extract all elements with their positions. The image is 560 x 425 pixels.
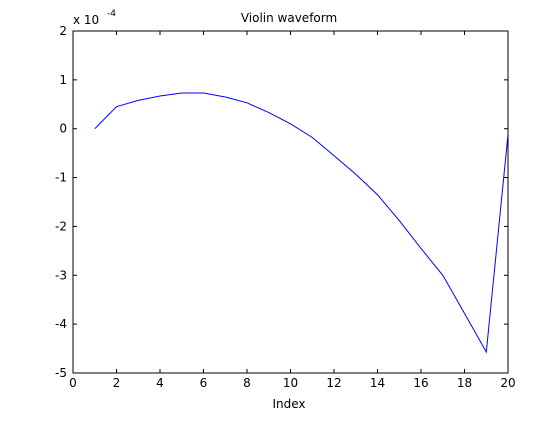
y-tick-label: 2 [59,24,67,38]
x-tick-label: 8 [243,376,251,390]
x-tick-label: 16 [413,376,428,390]
x-tick-label: 14 [370,376,385,390]
x-tick-label: 18 [457,376,472,390]
series-line [94,92,509,354]
plot-area [73,31,508,373]
x-tick-label: 12 [326,376,341,390]
x-axis-label: Index [272,397,305,411]
y-scale-prefix: x 10 [73,13,99,27]
y-scale-factor: x 10 -4 [73,9,116,27]
y-tick-label: -1 [55,171,67,185]
y-tick-label: -4 [55,317,67,331]
y-tick-label: 1 [59,73,67,87]
x-tick-label: 2 [113,376,121,390]
y-scale-exponent: -4 [107,9,116,19]
y-tick-label: -2 [55,219,67,233]
x-tick-label: 20 [500,376,515,390]
x-tick-label: 6 [200,376,208,390]
y-tick-label: -3 [55,268,67,282]
axes-frame [72,30,509,374]
x-tick-label: 0 [69,376,77,390]
x-tick-label: 4 [156,376,164,390]
y-tick-label: 0 [59,122,67,136]
y-tick-label: -5 [55,366,67,380]
x-tick-label: 10 [283,376,298,390]
chart-title: Violin waveform [241,11,337,25]
